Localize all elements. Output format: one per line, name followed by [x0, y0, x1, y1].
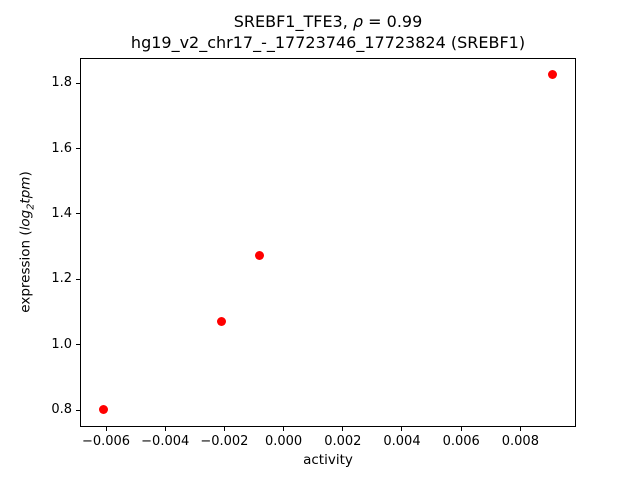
chart-title-line1: SREBF1_TFE3, ρ = 0.99 [80, 11, 576, 32]
x-tick-mark [223, 427, 225, 431]
chart-title-rho-symbol: ρ [352, 12, 364, 31]
x-tick-mark [342, 427, 344, 431]
data-point [548, 69, 558, 79]
y-tick-mark [76, 148, 80, 150]
x-tick-label: 0.004 [383, 434, 421, 449]
y-axis-label-post: ) [17, 171, 34, 177]
chart-title-text: SREBF1_TFE3, [233, 12, 353, 31]
x-tick-label: 0.008 [501, 434, 539, 449]
x-tick-label: −0.006 [81, 434, 131, 449]
x-tick-mark [283, 427, 285, 431]
x-tick-label: −0.002 [200, 434, 249, 449]
x-tick-label: 0.000 [264, 434, 303, 449]
x-tick-mark [401, 427, 403, 431]
data-point [216, 316, 226, 326]
x-tick-label: −0.004 [141, 434, 190, 449]
y-tick-label: 1.4 [51, 205, 72, 221]
y-tick-mark [76, 82, 80, 84]
y-tick-mark [76, 344, 80, 346]
data-point [255, 250, 265, 260]
data-point [98, 404, 108, 414]
y-tick-label: 0.8 [51, 402, 72, 417]
chart-subtitle: hg19_v2_chr17_-_17723746_17723824 (SREBF… [130, 33, 526, 52]
y-tick-label: 1.0 [51, 336, 72, 352]
y-tick-mark [76, 213, 80, 215]
x-tick-mark [105, 427, 107, 431]
y-tick-label: 1.2 [51, 271, 72, 287]
y-tick-label: 1.8 [51, 75, 72, 91]
y-axis-label: expression (log2tpm) [18, 171, 37, 312]
y-axis-label-math: log2tpm [17, 176, 37, 231]
y-axis-label-tpm: tpm [17, 176, 34, 204]
x-tick-label: 0.006 [442, 434, 480, 449]
x-tick-mark [519, 427, 521, 431]
chart-title: SREBF1_TFE3, ρ = 0.99 hg19_v2_chr17_-_17… [80, 11, 576, 53]
x-tick-mark [460, 427, 462, 431]
x-axis-label: activity [303, 452, 353, 468]
x-tick-label: 0.002 [324, 434, 362, 449]
y-tick-label: 1.6 [51, 140, 72, 156]
chart-title-rho-value: = 0.99 [363, 12, 423, 31]
y-tick-mark [76, 409, 80, 411]
plot-area [80, 58, 576, 427]
y-tick-mark [76, 278, 80, 280]
x-tick-mark [164, 427, 166, 431]
